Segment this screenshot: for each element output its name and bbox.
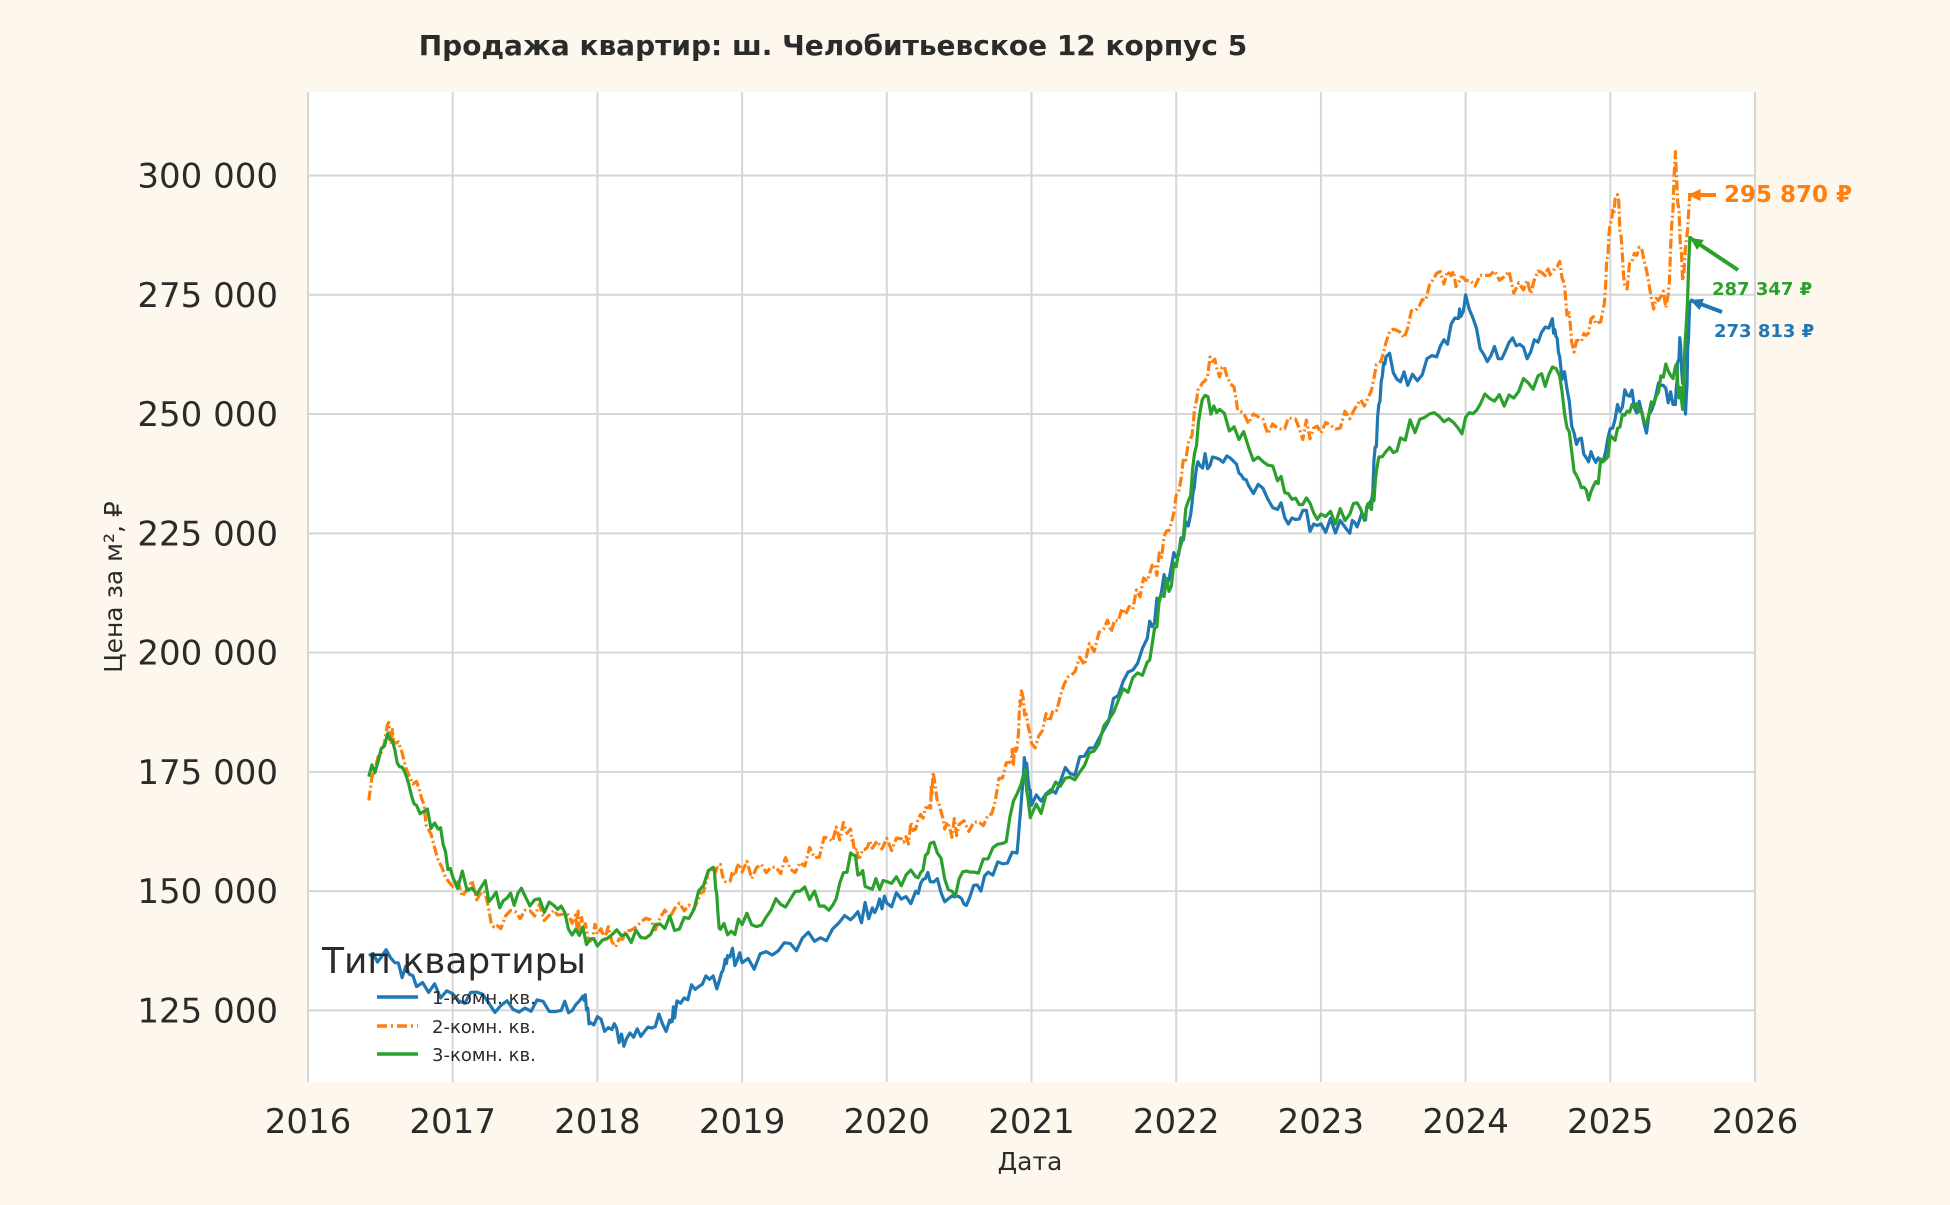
x-tick-label: 2019 — [699, 1102, 786, 1142]
annotation-label: 273 813 ₽ — [1714, 321, 1814, 342]
legend-item-2: 2-комн. кв. — [377, 1017, 536, 1038]
x-tick-label: 2025 — [1567, 1102, 1654, 1142]
legend-item-1: 1-комн. кв. — [377, 988, 536, 1009]
x-tick-label: 2026 — [1712, 1102, 1799, 1142]
legend-label-1: 1-комн. кв. — [432, 988, 536, 1009]
annotation-arrowhead — [1690, 298, 1704, 311]
y-tick-label: 150 000 — [137, 872, 278, 912]
annotation-label: 295 870 ₽ — [1724, 182, 1852, 208]
annotation-arrowhead — [1690, 238, 1704, 251]
legend-title: Тип квартиры — [321, 941, 586, 982]
x-axis-label: Дата — [998, 1147, 1063, 1176]
y-tick-label: 125 000 — [137, 991, 278, 1031]
series-line-3 — [367, 235, 1692, 948]
y-axis-label: Цена за м², ₽ — [99, 501, 128, 673]
legend-label-3: 3-комн. кв. — [432, 1045, 536, 1066]
x-tick-label: 2023 — [1278, 1102, 1365, 1142]
x-tick-label: 2017 — [409, 1102, 496, 1142]
x-tick-label: 2016 — [265, 1102, 352, 1142]
x-tick-label: 2021 — [988, 1102, 1075, 1142]
x-tick-label: 2022 — [1133, 1102, 1220, 1142]
y-tick-label: 250 000 — [137, 395, 278, 435]
grid-lines — [307, 92, 1756, 1082]
legend-item-3: 3-комн. кв. — [377, 1045, 536, 1066]
legend-label-2: 2-комн. кв. — [432, 1017, 536, 1038]
x-tick-label: 2018 — [554, 1102, 641, 1142]
y-tick-label: 175 000 — [137, 753, 278, 793]
legend: Тип квартиры 1-комн. кв. 2-комн. кв. 3-к… — [321, 941, 586, 1066]
y-tick-label: 275 000 — [137, 276, 278, 316]
y-tick-label: 200 000 — [137, 634, 278, 674]
end-annotations: 295 870 ₽ 287 347 ₽ 273 813 ₽ — [1688, 182, 1852, 342]
y-tick-label: 300 000 — [137, 156, 278, 196]
y-tick-label: 225 000 — [137, 514, 278, 554]
annotation-arrowhead — [1688, 188, 1701, 202]
data-series — [367, 150, 1692, 1048]
annotation-label: 287 347 ₽ — [1712, 279, 1812, 300]
x-tick-label: 2020 — [844, 1102, 931, 1142]
series-line-1 — [368, 293, 1692, 1048]
axes: 2016 2017 2018 2019 2020 2021 2022 2023 2024 2025… — [137, 156, 1798, 1142]
chart-title: Продажа квартир: ш. Челобитьевское 12 ко… — [419, 29, 1248, 62]
x-tick-label: 2024 — [1422, 1102, 1509, 1142]
